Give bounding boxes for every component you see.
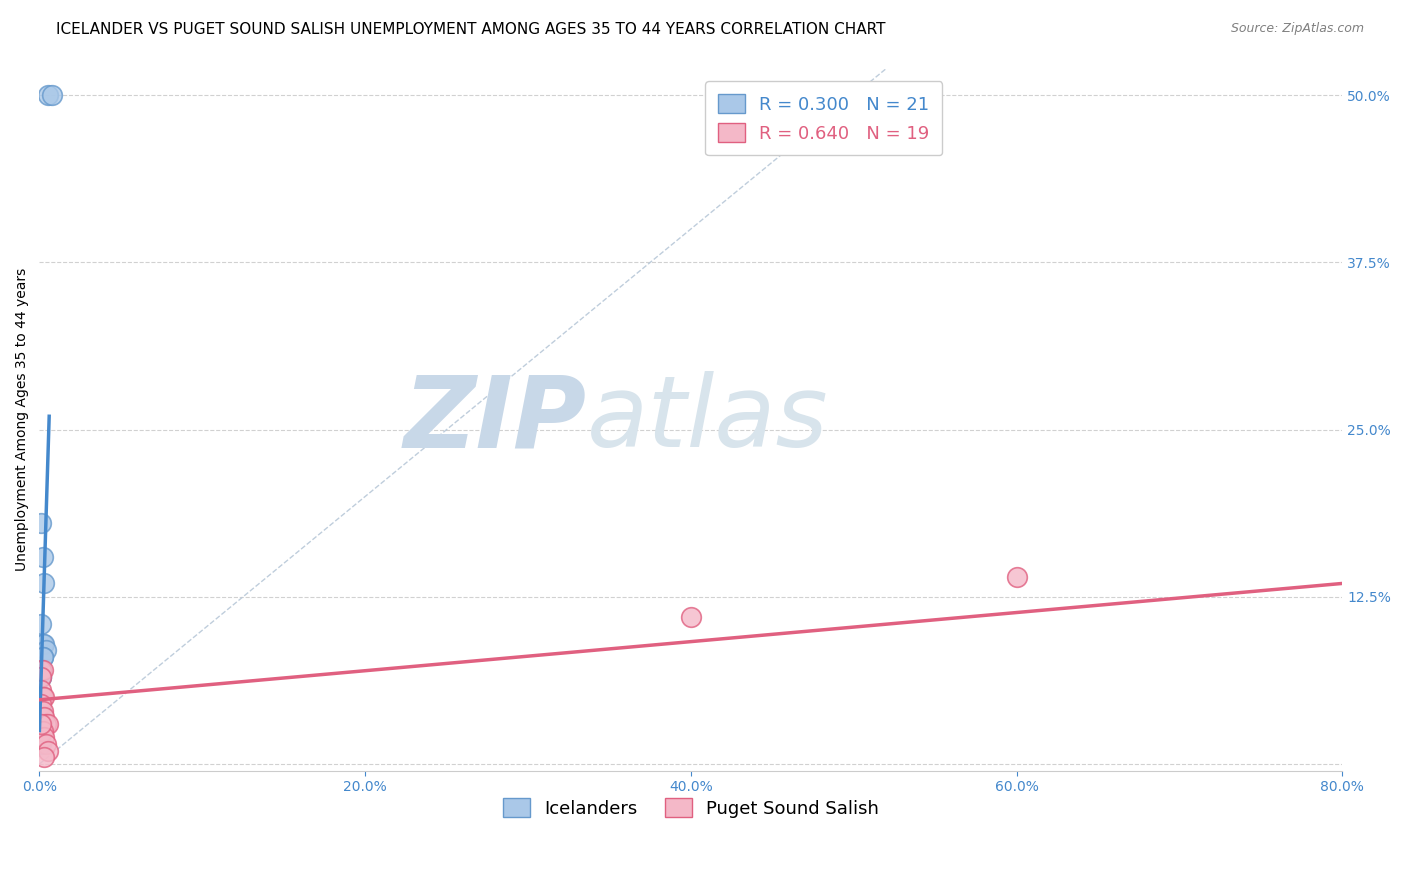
Point: [30, 723, 52, 738]
Point: [679, 610, 702, 624]
Text: atlas: atlas: [586, 371, 828, 468]
Point: [31, 637, 53, 651]
Point: [35, 643, 58, 657]
Point: [31, 549, 53, 564]
Legend: Icelanders, Puget Sound Salish: Icelanders, Puget Sound Salish: [495, 790, 886, 825]
Point: [30, 690, 52, 705]
Point: [31, 723, 53, 738]
Point: [30, 670, 52, 684]
Y-axis label: Unemployment Among Ages 35 to 44 years: Unemployment Among Ages 35 to 44 years: [15, 268, 30, 571]
Point: [30, 737, 52, 751]
Point: [30, 670, 52, 684]
Point: [34, 690, 56, 705]
Point: [35, 737, 58, 751]
Point: [41, 88, 63, 103]
Point: [30, 664, 52, 678]
Point: [37, 744, 59, 758]
Point: [34, 750, 56, 764]
Point: [30, 697, 52, 711]
Point: [31, 704, 53, 718]
Point: [31, 690, 53, 705]
Point: [37, 717, 59, 731]
Point: [34, 576, 56, 591]
Point: [34, 731, 56, 745]
Point: [1005, 570, 1028, 584]
Point: [30, 710, 52, 724]
Point: [31, 664, 53, 678]
Text: ICELANDER VS PUGET SOUND SALISH UNEMPLOYMENT AMONG AGES 35 TO 44 YEARS CORRELATI: ICELANDER VS PUGET SOUND SALISH UNEMPLOY…: [56, 22, 886, 37]
Point: [30, 683, 52, 698]
Text: Source: ZipAtlas.com: Source: ZipAtlas.com: [1230, 22, 1364, 36]
Point: [30, 717, 52, 731]
Point: [31, 710, 53, 724]
Point: [37, 88, 59, 103]
Point: [30, 690, 52, 705]
Point: [30, 670, 52, 684]
Point: [31, 650, 53, 665]
Point: [34, 637, 56, 651]
Point: [30, 516, 52, 531]
Point: [35, 717, 58, 731]
Text: ZIP: ZIP: [404, 371, 586, 468]
Point: [30, 704, 52, 718]
Point: [30, 664, 52, 678]
Point: [30, 616, 52, 631]
Point: [34, 710, 56, 724]
Point: [31, 650, 53, 665]
